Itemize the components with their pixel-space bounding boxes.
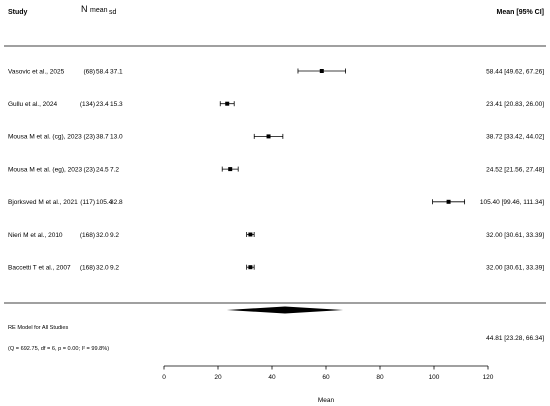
study-mean: 32.0 — [96, 265, 109, 272]
study-mean: 105.4 — [96, 199, 113, 206]
study-estimate: 32.00 [30.61, 33.39] — [486, 265, 544, 272]
x-tick-label: 120 — [483, 374, 494, 381]
study-row: Vasovic et al., 2025 (68) 58.4 37.1 58.44 [4… — [8, 68, 544, 75]
study-sd: 9.2 — [110, 232, 119, 239]
study-sd: 7.2 — [110, 166, 119, 173]
study-n: (23) — [83, 134, 95, 141]
x-tick-label: 100 — [429, 374, 440, 381]
study-estimate: 24.52 [21.56, 27.48] — [486, 166, 544, 173]
point-estimate — [266, 134, 271, 139]
study-estimate: 58.44 [49.62, 67.26] — [486, 68, 544, 75]
summary-diamond — [226, 306, 344, 314]
study-sd: 32.8 — [110, 199, 123, 206]
point-estimate — [248, 232, 253, 237]
point-estimate — [319, 69, 324, 73]
study-row: Baccetti T et al., 2007 (168) 32.0 9.2 32.00… — [8, 265, 544, 272]
study-estimate: 38.72 [33.42, 44.02] — [486, 134, 544, 141]
study-rows: Vasovic et al., 2025 (68) 58.4 37.1 58.44 [4… — [8, 68, 544, 271]
study-label: Mousa M et al. (eg), 2023 — [8, 166, 82, 173]
study-row: Mousa M et al. (cg), 2023 (23) 38.7 13.0 38.… — [8, 134, 544, 141]
x-tick-label: 40 — [268, 374, 276, 381]
study-row: Nieri M et al., 2010 (168) 32.0 9.2 32.00 [3… — [8, 232, 544, 239]
study-sd: 15.3 — [110, 101, 123, 108]
study-sd: 13.0 — [110, 134, 123, 141]
header-mean: mean — [90, 7, 108, 14]
study-mean: 24.5 — [96, 166, 109, 173]
study-label: Mousa M et al. (cg), 2023 — [8, 134, 82, 141]
point-estimate — [248, 265, 253, 270]
study-mean: 38.7 — [96, 134, 109, 141]
x-tick-label: 80 — [376, 374, 384, 381]
study-mean: 23.4 — [96, 101, 109, 108]
study-label: Baccetti T et al., 2007 — [8, 265, 71, 272]
x-axis-label: Mean — [318, 397, 335, 404]
point-estimate — [228, 167, 233, 172]
study-row: Mousa M et al. (eg), 2023 (23) 24.5 7.2 24.5… — [8, 166, 544, 173]
x-tick-label: 20 — [214, 374, 222, 381]
summary-label: RE Model for All Studies — [8, 325, 69, 331]
study-n: (134) — [80, 101, 95, 108]
study-n: (68) — [83, 68, 95, 75]
study-n: (168) — [80, 265, 95, 272]
study-n: (117) — [80, 199, 95, 206]
header-n: N — [81, 4, 88, 14]
study-estimate: 32.00 [30.61, 33.39] — [486, 232, 544, 239]
x-tick-label: 0 — [162, 374, 166, 381]
study-label: Gullu et al., 2024 — [8, 101, 58, 108]
point-estimate — [225, 101, 230, 106]
study-mean: 32.0 — [96, 232, 109, 239]
study-n: (168) — [80, 232, 95, 239]
study-sd: 9.2 — [110, 265, 119, 272]
point-estimate — [446, 199, 451, 204]
summary-heterogeneity: (Q = 692.75, df = 6, p = 0.00; I² = 99.8… — [8, 346, 109, 352]
header-study: Study — [8, 9, 28, 16]
study-row: Gullu et al., 2024 (134) 23.4 15.3 23.41 [20… — [8, 101, 544, 108]
study-mean: 58.4 — [96, 68, 109, 75]
x-axis-ticks: 0 20 40 60 80 100 120 — [162, 366, 494, 381]
study-estimate: 105.40 [99.46, 111.34] — [480, 199, 544, 206]
header-sd: sd — [109, 9, 117, 16]
study-row: Bjorksved M et al., 2021 (117) 105.432.8 10… — [8, 199, 544, 206]
study-label: Bjorksved M et al., 2021 — [8, 199, 78, 206]
header-estimate: Mean [95% CI] — [497, 9, 544, 16]
study-sd: 37.1 — [110, 68, 123, 75]
study-n: (23) — [83, 166, 95, 173]
study-estimate: 23.41 [20.83, 26.00] — [486, 101, 544, 108]
x-tick-label: 60 — [322, 374, 330, 381]
summary-estimate: 44.81 [23.28, 66.34] — [486, 335, 544, 342]
study-label: Vasovic et al., 2025 — [8, 68, 65, 75]
study-label: Nieri M et al., 2010 — [8, 232, 63, 239]
